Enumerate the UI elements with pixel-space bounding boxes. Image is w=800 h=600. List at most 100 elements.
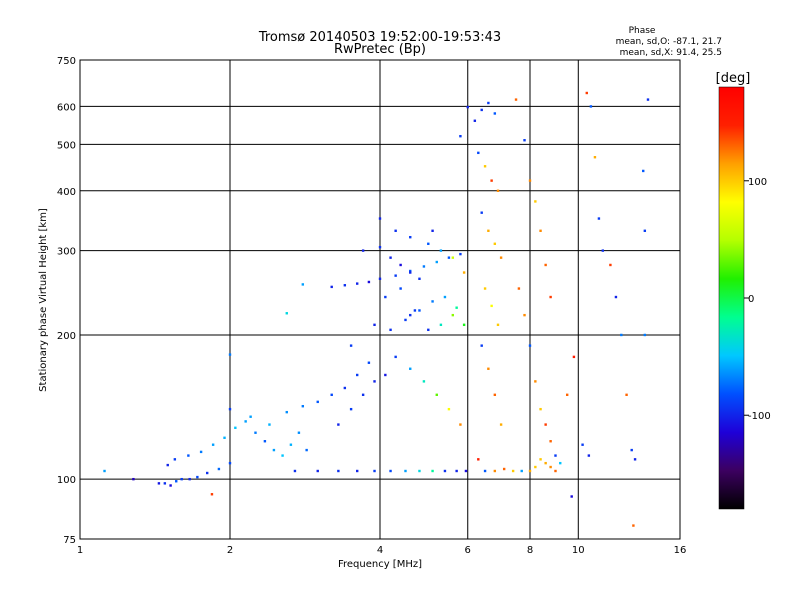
data-point [439,249,443,252]
data-point [378,217,382,220]
data-point [163,482,167,485]
data-point [464,469,468,473]
data-point [487,101,490,105]
data-point [585,91,588,95]
data-point [234,426,237,430]
data-point [601,249,605,252]
data-point [528,344,532,347]
data-point [572,355,576,359]
data-point [473,119,477,122]
data-point [316,400,319,404]
data-point [305,448,308,452]
data-point [330,393,333,397]
data-point [502,467,506,471]
data-point [480,211,483,214]
data-point [418,309,421,312]
data-point [528,179,532,182]
data-point [487,229,490,232]
data-point [394,274,397,277]
data-point [272,448,276,452]
data-point [418,277,421,280]
data-point [337,423,340,426]
data-point [435,260,438,264]
plot-frame [79,59,681,540]
data-point [565,393,569,397]
data-point [409,235,412,239]
data-point [539,458,542,461]
colorbar-tick-label: 100 [748,177,767,188]
y-tick-label: 75 [63,535,76,546]
data-point [559,461,562,465]
data-point [249,415,252,418]
data-point [389,256,392,259]
data-point [268,423,271,426]
data-point [199,450,203,454]
data-point [480,344,483,347]
data-point [211,443,215,446]
y-tick-label: 200 [57,331,76,342]
data-point [378,245,382,249]
y-axis-ticks: 75 100 200 300 400 500 600 750 [57,56,76,546]
data-point [455,469,458,473]
data-point [496,323,500,327]
x-axis-label: Frequency [MHz] [338,559,422,570]
data-point [132,477,135,481]
data-point [217,467,221,471]
colorbar-ticks: 100 0 -100 [744,177,771,422]
data-point [422,380,426,383]
data-point [554,469,557,473]
data-point [355,469,359,473]
data-point [413,309,417,312]
data-point [483,165,487,168]
data-point [157,482,161,485]
y-tick-label: 100 [57,475,76,486]
data-point [297,431,301,434]
data-point [523,313,526,317]
data-point [554,454,557,457]
data-point [263,440,267,443]
data-point [244,420,247,423]
colorbar-tick-label: 0 [748,294,754,305]
data-point [511,469,515,473]
data-point [493,242,497,245]
data-point [570,495,573,498]
phase-stats-title: Phase [629,26,656,36]
data-point [480,108,483,112]
data-point [597,217,601,220]
data-point [349,344,353,347]
data-point [301,405,305,408]
data-point [343,386,347,390]
data-point [643,333,647,337]
data-point [517,287,521,290]
data-point [281,454,284,457]
data-point [422,265,426,268]
chart-title: Tromsø 20140503 19:52:00-19:53:43 [258,30,501,45]
data-point [404,318,407,322]
data-point [361,393,365,397]
x-tick-label: 16 [674,545,687,556]
data-point [593,156,597,159]
y-axis-label: Stationary phase Virtual Height [km] [38,208,49,392]
data-point [493,393,497,397]
data-points [103,91,650,527]
data-point [643,229,647,232]
x-tick-label: 1 [77,545,83,556]
data-point [355,373,359,377]
data-point [409,271,412,274]
data-point [549,295,552,299]
data-point [514,98,518,101]
data-point [534,380,537,383]
data-point [367,361,371,364]
data-point [439,323,443,327]
data-point [544,263,547,267]
data-point [539,407,542,411]
data-point [384,295,387,299]
data-point [228,407,232,411]
data-point [490,179,493,182]
data-point [462,323,466,327]
data-point [343,284,347,287]
colorbar [718,86,745,510]
data-point [289,443,293,446]
data-point [620,333,623,337]
data-point [528,469,532,473]
